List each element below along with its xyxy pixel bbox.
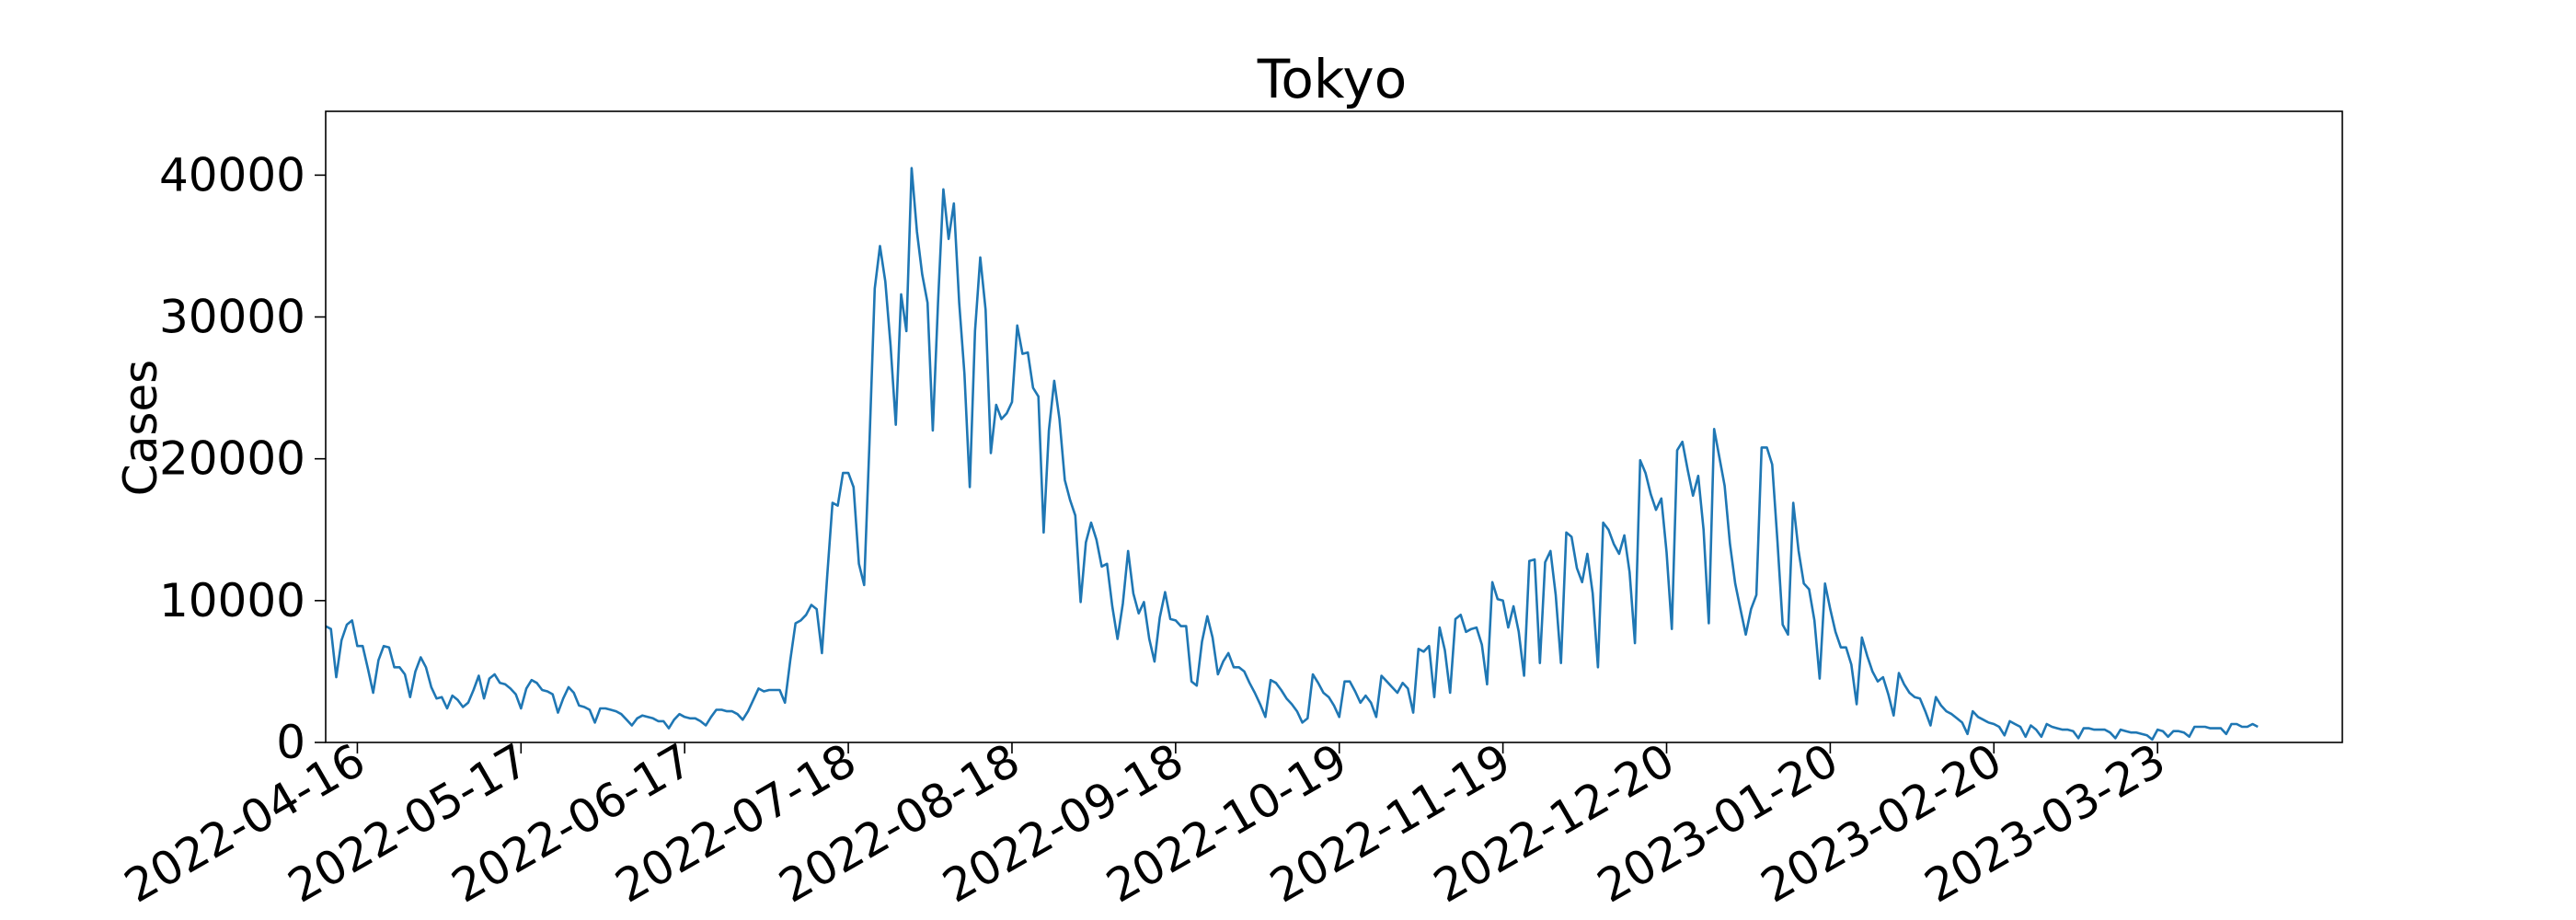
series-line-tokyo (325, 167, 2259, 742)
y-tick-label: 30000 (159, 291, 305, 344)
y-tick-label: 20000 (159, 432, 305, 486)
plot-area-frame (325, 110, 2343, 743)
chart-title: Tokyo (1257, 48, 1407, 110)
y-axis-label: Cases (114, 360, 167, 496)
y-axis-ticks: 0 10000 20000 30000 40000 (159, 148, 326, 769)
y-tick-label: 40000 (159, 148, 305, 201)
y-tick-label: 0 (276, 716, 305, 769)
y-tick-label: 10000 (159, 574, 305, 627)
